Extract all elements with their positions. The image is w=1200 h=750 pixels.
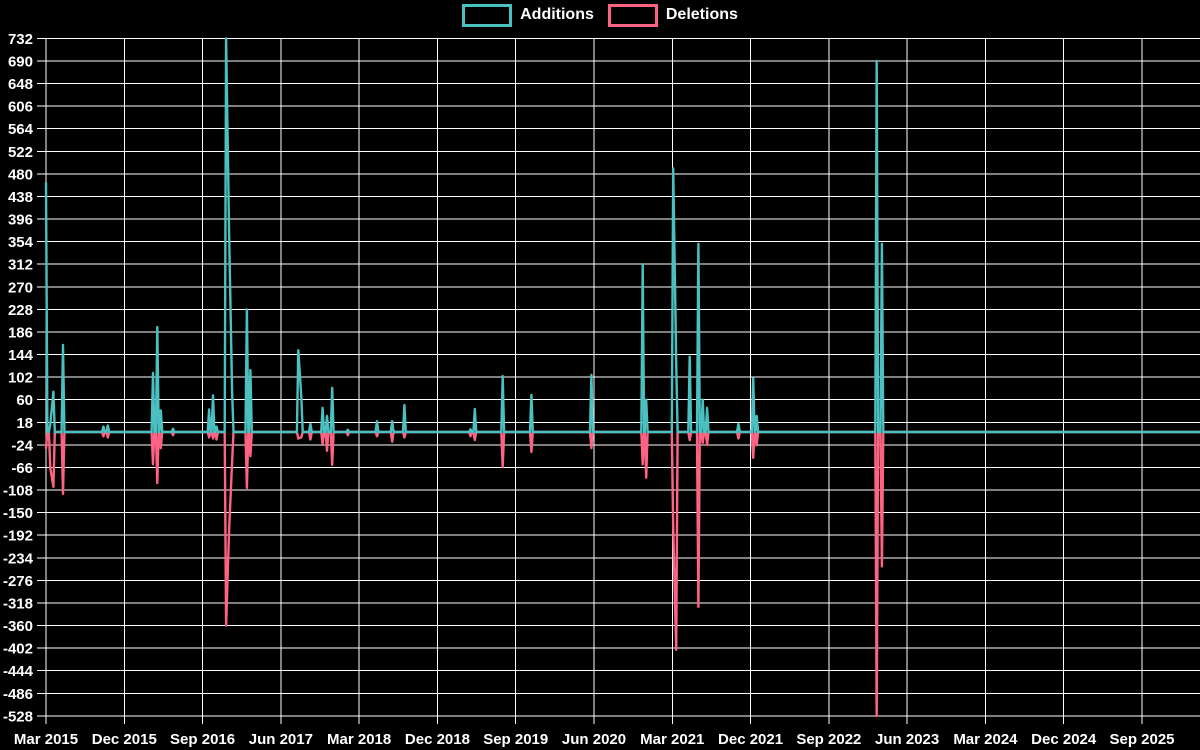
x-tick-label: Mar 2018 <box>327 731 391 748</box>
deletions-line <box>44 430 1200 718</box>
x-tick-label: Sep 2022 <box>796 731 861 748</box>
x-tick-label: Mar 2015 <box>14 731 78 748</box>
y-tick-label: -444 <box>3 663 34 680</box>
x-tick-label: Jun 2017 <box>249 731 313 748</box>
y-tick-label: -108 <box>3 483 33 500</box>
y-tick-label: 480 <box>8 166 33 183</box>
y-tick-label: 564 <box>8 121 34 138</box>
deletions-legend-label: Deletions <box>665 6 738 23</box>
y-tick-label: 102 <box>8 370 33 387</box>
additions-line <box>44 37 1200 434</box>
y-tick-label: 690 <box>8 53 33 70</box>
x-tick-label: Dec 2024 <box>1031 731 1097 748</box>
legend-item-deletions[interactable]: Deletions <box>607 3 738 27</box>
y-tick-label: -318 <box>3 595 33 612</box>
x-tick-label: Jun 2020 <box>562 731 626 748</box>
y-tick-label: 144 <box>8 347 34 364</box>
y-tick-label: -150 <box>3 505 33 522</box>
y-tick-label: 270 <box>8 279 33 296</box>
y-tick-label: 60 <box>16 392 33 409</box>
y-tick-label: 438 <box>8 189 33 206</box>
y-tick-label: -276 <box>3 573 33 590</box>
y-tick-label: 732 <box>8 31 33 48</box>
y-tick-label: 186 <box>8 324 33 341</box>
y-tick-label: -234 <box>3 550 34 567</box>
x-tick-label: Dec 2021 <box>718 731 783 748</box>
x-tick-label: Mar 2024 <box>953 731 1018 748</box>
y-tick-label: 522 <box>8 144 33 161</box>
chart-legend: Additions Deletions <box>0 2 1200 28</box>
y-tick-label: -528 <box>3 708 33 725</box>
x-tick-label: Jun 2023 <box>875 731 939 748</box>
x-tick-label: Sep 2016 <box>170 731 235 748</box>
x-tick-label: Dec 2018 <box>405 731 470 748</box>
additions-legend-swatch <box>462 3 513 27</box>
deletions-legend-swatch <box>607 3 658 27</box>
additions-legend-label: Additions <box>520 6 594 23</box>
y-tick-label: 648 <box>8 76 33 93</box>
y-tick-label: 228 <box>8 302 33 319</box>
y-tick-label: 18 <box>16 415 33 432</box>
y-tick-label: 354 <box>8 234 34 251</box>
y-tick-label: -486 <box>3 686 33 703</box>
y-tick-label: -24 <box>11 437 33 454</box>
y-tick-label: -66 <box>11 460 33 477</box>
y-tick-label: -402 <box>3 641 33 658</box>
x-tick-label: Sep 2019 <box>483 731 548 748</box>
x-tick-label: Dec 2015 <box>92 731 157 748</box>
y-tick-label: 606 <box>8 99 33 116</box>
x-tick-label: Sep 2025 <box>1109 731 1174 748</box>
y-tick-label: -192 <box>3 528 33 545</box>
y-tick-label: 396 <box>8 212 33 229</box>
legend-item-additions[interactable]: Additions <box>462 3 594 27</box>
y-tick-label: 312 <box>8 257 33 274</box>
y-tick-label: -360 <box>3 618 33 635</box>
x-tick-label: Mar 2021 <box>640 731 704 748</box>
